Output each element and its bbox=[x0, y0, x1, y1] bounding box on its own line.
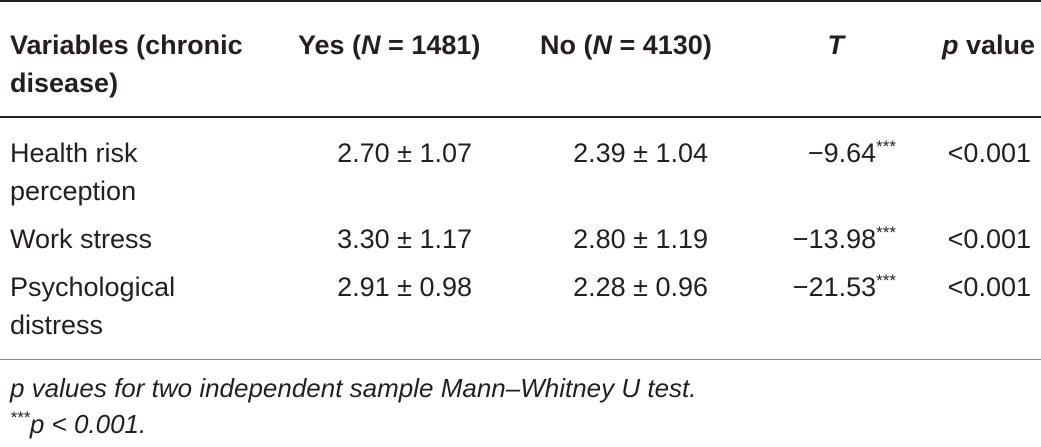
row-1-no: 2.39 ± 1.04 bbox=[573, 138, 708, 168]
row-2-no: 2.80 ± 1.19 bbox=[573, 224, 708, 254]
header-t: T bbox=[827, 30, 845, 60]
header-no: No (N = 4130) bbox=[540, 30, 712, 60]
row-1-t: −9.64*** bbox=[807, 137, 896, 168]
footnote-significance: ***p < 0.001. bbox=[10, 408, 147, 439]
row-1-p: <0.001 bbox=[947, 138, 1031, 168]
row-3-no: 2.28 ± 0.96 bbox=[573, 272, 708, 302]
row-3-variable: Psychological distress bbox=[10, 272, 176, 340]
row-2-t: −13.98*** bbox=[792, 223, 896, 254]
header-p-value: p value bbox=[941, 30, 1035, 60]
row-1-variable: Health risk perception bbox=[10, 138, 138, 206]
row-3-yes: 2.91 ± 0.98 bbox=[337, 272, 472, 302]
table-bottom-rule bbox=[0, 359, 1041, 360]
row-3-p: <0.001 bbox=[947, 272, 1031, 302]
footnote-test: p values for two independent sample Mann… bbox=[10, 373, 697, 403]
row-2-yes: 3.30 ± 1.17 bbox=[337, 224, 472, 254]
table-header-rule bbox=[0, 116, 1041, 118]
row-2-variable: Work stress bbox=[10, 224, 153, 254]
row-2-p: <0.001 bbox=[947, 224, 1031, 254]
row-3-t: −21.53*** bbox=[792, 271, 896, 302]
table-top-rule bbox=[0, 0, 1041, 2]
header-yes: Yes (N = 1481) bbox=[298, 30, 481, 60]
header-variables: Variables (chronic disease) bbox=[10, 30, 243, 98]
row-1-yes: 2.70 ± 1.07 bbox=[337, 138, 472, 168]
